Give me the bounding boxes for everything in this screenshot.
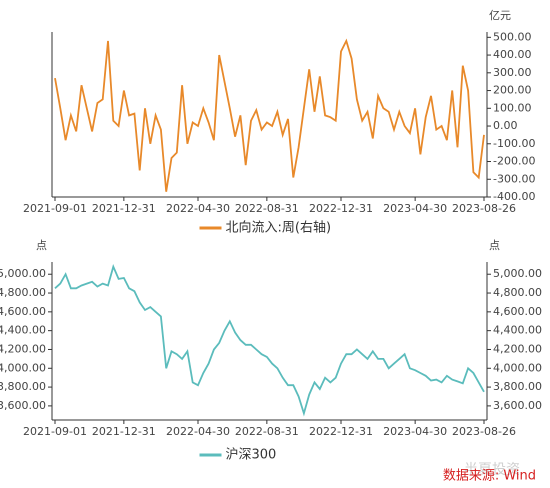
x-tick-label: 2023-04-30 <box>383 425 447 438</box>
y-tick-label: 4,000.00 <box>493 361 542 374</box>
y-tick-label: 4,000.00 <box>0 361 46 374</box>
y-tick-label: 4,400.00 <box>493 324 542 337</box>
y-tick-label: 3,800.00 <box>493 380 542 393</box>
data-line <box>54 264 485 417</box>
x-tick-label: 2022-04-30 <box>166 202 230 215</box>
y-tick-label: 400.00 <box>493 48 532 61</box>
x-tick-label: 2022-12-31 <box>309 202 373 215</box>
x-tick-label: 2021-12-31 <box>92 202 156 215</box>
y-unit: 点 <box>36 239 47 252</box>
x-tick-label: 2022-04-30 <box>166 425 230 438</box>
y-tick-label: 3,600.00 <box>0 399 46 412</box>
y-unit: 点 <box>489 239 500 252</box>
y-tick-label: 100.00 <box>493 101 532 114</box>
y-tick-label: 4,200.00 <box>0 342 46 355</box>
watermark: 半夏投资 <box>464 462 520 478</box>
y-tick-label: 4,600.00 <box>493 305 542 318</box>
x-tick-label: 2023-08-26 <box>452 425 516 438</box>
y-tick-label: 4,600.00 <box>0 305 46 318</box>
y-tick-label: 4,200.00 <box>493 342 542 355</box>
y-tick-label: 3,600.00 <box>493 399 542 412</box>
x-tick-label: 2023-08-26 <box>452 202 516 215</box>
y-tick-label: -100.00 <box>493 137 535 150</box>
x-tick-label: 2023-04-30 <box>383 202 447 215</box>
x-tick-label: 2021-09-01 <box>23 202 87 215</box>
x-tick-label: 2021-09-01 <box>23 425 87 438</box>
y-tick-label: 0.00 <box>493 119 518 132</box>
y-tick-label: 500.00 <box>493 30 532 43</box>
y-tick-label: -200.00 <box>493 155 535 168</box>
y-tick-label: 4,800.00 <box>0 286 46 299</box>
y-tick-label: -400.00 <box>493 190 535 203</box>
source: 数据来源: Wind <box>443 469 536 484</box>
y-tick-label: 200.00 <box>493 84 532 97</box>
x-tick-label: 2021-12-31 <box>92 425 156 438</box>
y-tick-label: 5,000.00 <box>493 267 542 280</box>
legend-label: 北向流入:周(右轴) <box>226 220 332 236</box>
y-tick-label: 300.00 <box>493 66 532 79</box>
legend-label: 沪深300 <box>226 447 277 463</box>
y-tick-label: 4,800.00 <box>493 286 542 299</box>
y-unit: 亿元 <box>489 9 511 22</box>
x-tick-label: 2022-08-31 <box>235 202 299 215</box>
x-tick-label: 2022-08-31 <box>235 425 299 438</box>
y-tick-label: 3,800.00 <box>0 380 46 393</box>
y-tick-label: -300.00 <box>493 172 535 185</box>
y-tick-label: 5,000.00 <box>0 267 46 280</box>
y-tick-label: 4,400.00 <box>0 324 46 337</box>
x-tick-label: 2022-12-31 <box>309 425 373 438</box>
data-line <box>54 38 485 192</box>
